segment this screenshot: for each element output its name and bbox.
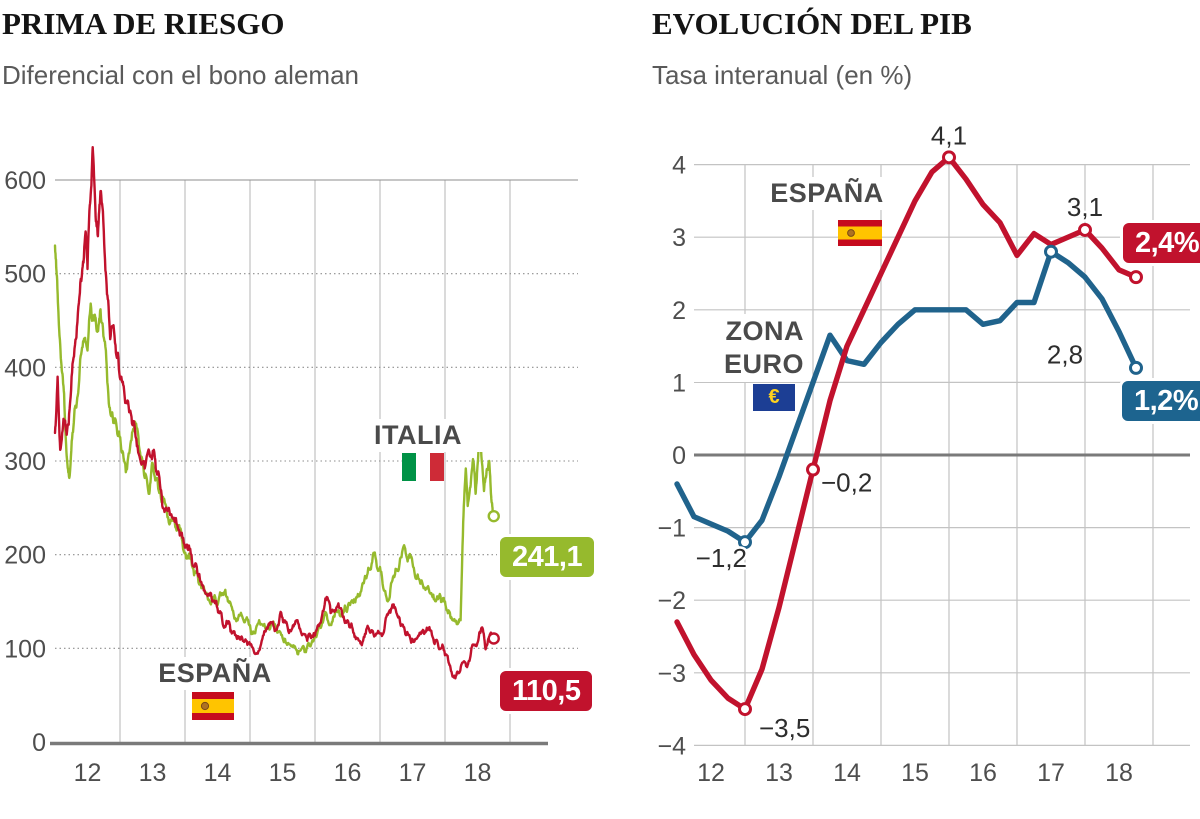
annotation-marker [942, 150, 956, 165]
annotation-marker [1044, 244, 1058, 259]
italia-risk-line [53, 244, 495, 656]
y-tick-label: 600 [4, 167, 46, 195]
annotation-marker [806, 462, 820, 477]
annotation-marker [738, 535, 752, 550]
x-tick-label: 14 [833, 759, 861, 787]
espana-gdp-line [674, 154, 1139, 712]
espana-end-value-badge-right: 2,4% [1120, 220, 1200, 266]
espana-end-marker [487, 632, 500, 645]
espana-end-value-badge-left: 110,5 [497, 668, 596, 714]
x-tick-label: 16 [969, 759, 997, 787]
zona-euro-end-value-badge: 1,2% [1119, 378, 1200, 424]
x-tick-label: 15 [901, 759, 929, 787]
italia-end-marker [487, 509, 500, 523]
y-tick-label: 400 [4, 354, 46, 382]
y-tick-label: −3 [657, 660, 686, 688]
left-chart-title: PRIMA DE RIESGO [2, 6, 285, 41]
zona-euro-end-marker [1129, 360, 1143, 375]
x-tick-label: 18 [1105, 759, 1133, 787]
annotation-label: 3,1 [1067, 192, 1103, 222]
x-tick-label: 13 [765, 759, 793, 787]
x-tick-label: 13 [139, 759, 167, 787]
y-tick-label: 1 [672, 369, 686, 397]
zona-euro-series-label: ZONA EURO [688, 314, 808, 382]
y-tick-label: 0 [32, 729, 46, 757]
x-tick-label: 14 [204, 759, 232, 787]
y-tick-label: 500 [4, 261, 46, 289]
italia-series-label: ITALIA [339, 419, 497, 452]
spain-flag-icon [838, 220, 882, 246]
left-chart-subtitle: Diferencial con el bono aleman [2, 60, 359, 90]
y-tick-label: 0 [672, 442, 686, 470]
y-tick-label: −2 [657, 587, 686, 615]
x-tick-label: 17 [399, 759, 427, 787]
annotation-label: −3,5 [759, 713, 810, 743]
y-tick-label: 2 [672, 297, 686, 325]
italia-end-value-badge: 241,1 [497, 534, 598, 580]
y-tick-label: 300 [4, 448, 46, 476]
espana-series-label-right: ESPAÑA [749, 177, 905, 210]
x-tick-label: 15 [269, 759, 297, 787]
right-chart-title: EVOLUCIÓN DEL PIB [652, 6, 972, 41]
y-tick-label: 200 [4, 542, 46, 570]
x-tick-label: 18 [464, 759, 492, 787]
x-tick-label: 12 [74, 759, 102, 787]
zona-euro-gdp-line [674, 249, 1139, 545]
annotation-label: −1,2 [696, 543, 747, 573]
y-tick-label: −4 [657, 732, 686, 760]
annotation-label: 2,8 [1047, 340, 1083, 370]
eu-flag-icon: € [753, 384, 795, 411]
x-tick-label: 12 [697, 759, 725, 787]
x-tick-label: 16 [334, 759, 362, 787]
espana-end-marker [1129, 270, 1143, 285]
annotation-marker [1078, 222, 1092, 237]
espana-series-label-left: ESPAÑA [147, 657, 283, 690]
y-tick-label: −1 [657, 515, 686, 543]
y-tick-label: 4 [672, 152, 686, 180]
x-tick-label: 17 [1037, 759, 1065, 787]
spain-flag-icon [192, 692, 234, 720]
euro-symbol: € [768, 386, 780, 408]
annotation-label: 4,1 [931, 120, 967, 150]
espana-risk-line [53, 146, 495, 680]
y-tick-label: 100 [4, 635, 46, 663]
y-tick-label: 3 [672, 224, 686, 252]
right-chart-subtitle: Tasa interanual (en %) [652, 60, 913, 90]
italy-flag-icon [402, 453, 444, 481]
annotation-label: −0,2 [821, 468, 872, 498]
annotation-marker [738, 702, 752, 717]
